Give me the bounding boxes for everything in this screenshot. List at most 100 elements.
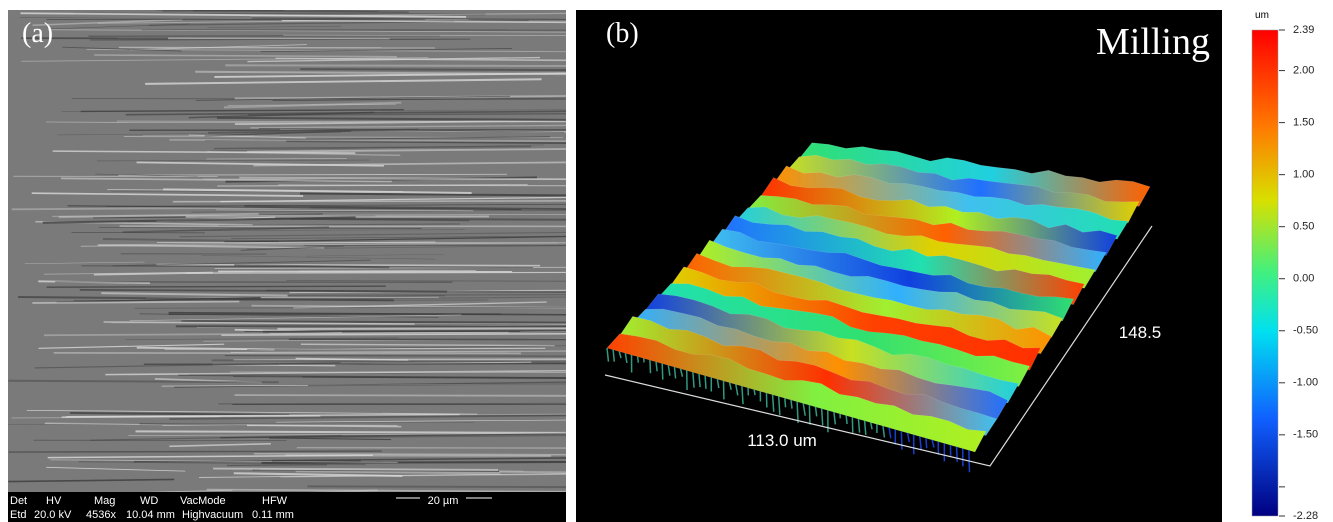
- streak: [224, 355, 566, 357]
- streak: [38, 280, 150, 284]
- streak: [61, 109, 566, 112]
- streak: [307, 383, 566, 387]
- info-value: Highvacuum: [182, 509, 243, 521]
- streak: [136, 346, 275, 351]
- sem-image: [8, 10, 566, 522]
- streak: [179, 231, 566, 238]
- streak: [96, 159, 370, 162]
- streak: [52, 213, 566, 217]
- surface-spike: [869, 422, 873, 430]
- streak: [290, 218, 470, 222]
- streak: [169, 138, 566, 143]
- streak: [38, 343, 225, 349]
- streak: [272, 97, 566, 102]
- surface-strip: [683, 253, 1052, 355]
- surface-spike: [716, 379, 720, 389]
- info-value: 4536x: [86, 509, 116, 521]
- streak: [122, 226, 329, 233]
- streak: [52, 150, 356, 154]
- streak: [31, 192, 304, 197]
- streak: [48, 23, 189, 30]
- streak: [26, 409, 478, 415]
- streak: [211, 359, 566, 364]
- streak: [106, 203, 566, 207]
- streak: [295, 470, 501, 475]
- streak: [169, 442, 271, 448]
- streak: [8, 478, 175, 483]
- streak: [70, 411, 290, 416]
- streak: [97, 18, 469, 24]
- streak: [156, 263, 541, 267]
- streak: [246, 245, 566, 250]
- streak: [234, 119, 566, 126]
- tick-label: -0.50: [1293, 325, 1318, 337]
- surface-spike: [649, 360, 652, 374]
- streak: [253, 161, 566, 167]
- streak: [204, 130, 352, 137]
- surface-spike: [857, 419, 861, 433]
- streak: [286, 140, 566, 145]
- streak: [224, 235, 566, 243]
- surface-strip: [696, 239, 1063, 338]
- surface-spike: [919, 436, 922, 450]
- surface-strip: [670, 266, 1042, 371]
- streak: [250, 12, 566, 17]
- surface-strip: [632, 308, 1009, 420]
- streak: [251, 304, 566, 309]
- streak: [169, 414, 566, 420]
- tick-label: 2.00: [1293, 64, 1314, 76]
- info-value: Etd: [10, 509, 27, 521]
- streak: [50, 459, 398, 463]
- tick-label: -2.28: [1293, 510, 1318, 522]
- surface-spike: [753, 389, 756, 396]
- surface-spike: [655, 361, 658, 372]
- streak: [98, 241, 436, 246]
- streak: [203, 178, 566, 180]
- streak: [300, 343, 555, 347]
- streak: [61, 177, 392, 183]
- scale-bar-label: 20 µm: [428, 495, 459, 507]
- streak: [47, 454, 373, 459]
- streak: [247, 113, 566, 116]
- streak: [90, 38, 471, 41]
- surface-spike: [667, 365, 671, 376]
- streak: [247, 345, 566, 350]
- surface-spike: [728, 382, 732, 390]
- streak: [46, 466, 186, 472]
- surface-strip: [734, 206, 1096, 289]
- info-value: 10.04 mm: [126, 509, 175, 521]
- surface-spike: [618, 351, 622, 359]
- streak: [233, 472, 403, 478]
- surface-spike: [661, 363, 664, 380]
- streak: [234, 394, 566, 397]
- streak: [93, 271, 213, 276]
- surface-spike: [679, 368, 684, 377]
- streak: [223, 101, 402, 109]
- streak: [24, 261, 145, 264]
- streak: [286, 280, 566, 282]
- streak: [217, 296, 566, 301]
- streak: [276, 419, 566, 423]
- surface-spike: [820, 408, 824, 426]
- surface-spike: [606, 347, 610, 362]
- panel-label: (a): [22, 18, 53, 49]
- streak: [281, 19, 566, 24]
- surface-strip: [619, 316, 998, 436]
- streak: [269, 331, 566, 335]
- streak: [205, 136, 550, 142]
- info-header: Det: [10, 495, 27, 507]
- streak: [46, 285, 386, 288]
- streak: [227, 464, 328, 467]
- streak: [251, 17, 566, 20]
- streak: [8, 450, 382, 453]
- info-header: HV: [46, 495, 62, 507]
- streak: [258, 128, 565, 133]
- streak: [218, 223, 461, 227]
- streak: [67, 205, 522, 211]
- tick-label: -1.50: [1293, 429, 1318, 441]
- surface-spike: [802, 403, 806, 416]
- streak: [293, 301, 547, 309]
- streak: [307, 485, 566, 489]
- streak: [252, 469, 500, 472]
- streak: [269, 434, 566, 439]
